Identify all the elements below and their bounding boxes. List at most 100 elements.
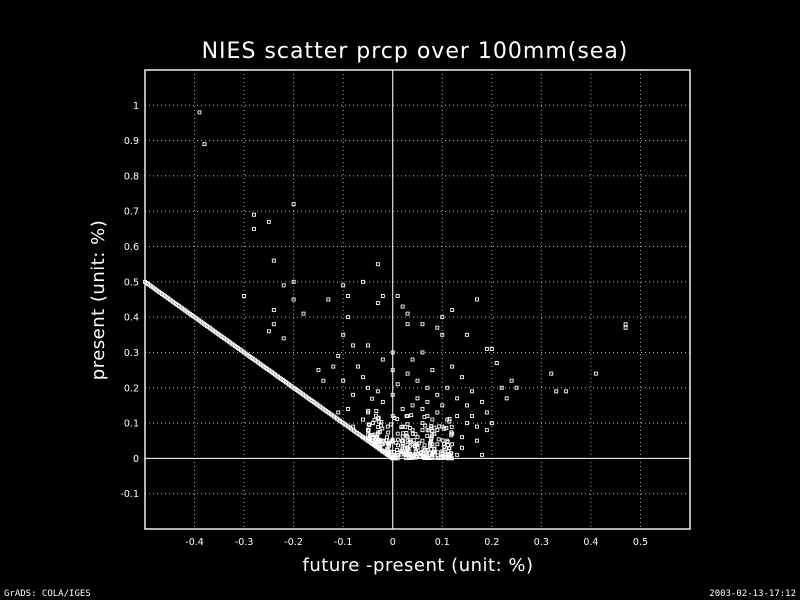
data-point <box>399 425 404 429</box>
data-point <box>379 420 384 425</box>
data-point <box>465 332 469 337</box>
data-point <box>242 294 247 298</box>
data-point <box>377 430 382 434</box>
data-point <box>371 440 376 445</box>
data-point <box>445 417 450 422</box>
data-point <box>435 442 440 447</box>
data-point <box>484 410 489 415</box>
data-point <box>376 415 381 420</box>
data-point <box>499 385 504 390</box>
data-point <box>593 371 598 376</box>
x-tick-label: 0.4 <box>583 537 598 548</box>
y-tick-label: 1 <box>133 101 139 112</box>
data-point <box>321 378 326 383</box>
data-point <box>380 426 385 431</box>
y-tick-label: 0.2 <box>124 383 139 394</box>
x-tick-label: -0.3 <box>235 537 254 548</box>
data-point <box>489 421 494 426</box>
data-point <box>399 439 404 444</box>
y-tick-label: 0.1 <box>124 419 139 430</box>
data-point <box>405 311 410 316</box>
y-tick-label: 0.4 <box>124 313 139 324</box>
data-point <box>374 409 379 414</box>
data-point <box>440 332 445 337</box>
y-tick-label: 0.8 <box>124 171 139 182</box>
data-point <box>341 332 346 337</box>
data-point <box>366 432 371 437</box>
data-point <box>367 423 372 428</box>
data-point <box>430 450 435 455</box>
data-point <box>374 413 378 418</box>
data-point <box>385 435 389 440</box>
data-point <box>479 399 484 404</box>
data-point <box>407 455 411 460</box>
data-point <box>494 361 499 366</box>
data-point <box>366 343 370 348</box>
y-tick-label: 0.3 <box>124 348 139 359</box>
data-point <box>420 407 425 411</box>
x-tick-label: 0.1 <box>435 537 450 548</box>
data-point <box>430 368 435 373</box>
data-point <box>465 403 469 408</box>
data-point <box>390 392 395 397</box>
data-point <box>405 442 410 447</box>
data-point <box>425 399 430 404</box>
y-tick-label: 0 <box>133 454 139 465</box>
data-point <box>460 375 465 380</box>
data-point <box>266 329 271 334</box>
data-point <box>395 382 400 387</box>
data-point <box>484 346 489 351</box>
data-point <box>460 435 465 440</box>
data-point <box>447 419 452 424</box>
data-point <box>400 443 405 448</box>
y-tick-label: 0.6 <box>124 242 139 253</box>
data-point <box>361 417 365 422</box>
data-point <box>385 424 390 429</box>
data-point <box>388 422 393 427</box>
footer-left: GrADS: COLA/IGES <box>4 589 91 599</box>
data-point <box>455 396 460 401</box>
data-point <box>455 452 460 457</box>
data-point <box>403 424 408 429</box>
data-point <box>450 308 455 313</box>
data-point <box>396 443 400 448</box>
data-point <box>368 437 373 442</box>
data-point <box>291 202 296 207</box>
plot-frame <box>144 69 691 530</box>
data-point <box>447 453 452 457</box>
data-point <box>470 414 474 418</box>
data-point <box>271 322 276 327</box>
footer-right: 2003-02-13-17:12 <box>709 589 796 599</box>
data-point <box>422 443 427 448</box>
data-point <box>395 450 400 455</box>
data-point <box>432 431 437 436</box>
data-point <box>444 425 449 430</box>
data-point <box>366 385 370 390</box>
data-point <box>436 437 441 442</box>
data-point <box>489 346 494 351</box>
data-point <box>549 371 554 376</box>
data-point <box>449 433 454 438</box>
data-point <box>392 416 397 421</box>
data-point <box>406 446 410 451</box>
data-point <box>409 413 414 418</box>
data-point <box>425 385 430 390</box>
data-point <box>370 396 375 401</box>
data-point <box>504 396 509 401</box>
data-point <box>422 414 427 419</box>
data-point <box>380 294 385 298</box>
data-point <box>341 283 346 288</box>
data-point <box>514 385 519 390</box>
data-point <box>366 428 371 432</box>
data-point <box>366 422 371 427</box>
data-point <box>392 450 396 455</box>
data-point <box>374 435 379 440</box>
data-point <box>435 325 440 330</box>
data-point <box>460 445 465 450</box>
chart-title: NIES scatter prcp over 100mm(sea) <box>202 39 629 64</box>
data-point <box>291 279 296 284</box>
data-point <box>202 142 207 147</box>
data-point <box>425 428 430 433</box>
data-point <box>445 443 450 448</box>
data-point <box>435 410 440 415</box>
